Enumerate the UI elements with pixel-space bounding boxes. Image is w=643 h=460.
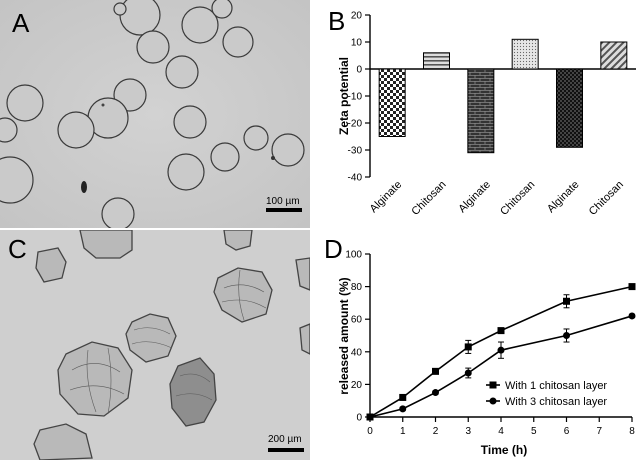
data-point xyxy=(563,332,570,339)
data-point xyxy=(399,393,407,401)
data-point xyxy=(432,389,439,397)
x-tick-label: Chitosan xyxy=(498,179,537,218)
y-tick-label: 20 xyxy=(351,11,363,22)
y-tick-label: 0 xyxy=(356,413,362,424)
x-tick-label: Alginate xyxy=(368,179,405,216)
bar xyxy=(600,41,628,70)
legend-marker xyxy=(489,397,497,405)
y-axis-label: Zeta potential xyxy=(337,57,351,135)
data-point xyxy=(464,343,472,351)
x-tick-label: 6 xyxy=(564,426,570,437)
scale-bar-label-c: 200 µm xyxy=(268,434,302,445)
bar xyxy=(467,68,495,154)
micrograph-c: C 200 µm xyxy=(0,230,310,460)
data-point xyxy=(497,346,505,354)
panel-label-d: D xyxy=(324,234,343,264)
data-point xyxy=(366,413,374,421)
y-axis-label: released amount (%) xyxy=(337,277,351,394)
panel-label-a: A xyxy=(12,8,30,38)
panel-label-b: B xyxy=(328,6,346,36)
x-tick-label: 8 xyxy=(629,426,635,437)
x-axis-label: Time (h) xyxy=(481,443,527,457)
legend-marker xyxy=(489,381,497,389)
bar xyxy=(511,38,539,70)
y-tick-label: -40 xyxy=(348,173,363,184)
x-tick-label: 7 xyxy=(596,426,602,437)
release-profile-chart: released amount (%) Time (h) 02040608010… xyxy=(337,250,636,457)
y-tick-label: -30 xyxy=(348,146,363,157)
x-tick-label: Chitosan xyxy=(409,179,448,218)
legend-label: With 3 chitosan layer xyxy=(505,396,607,408)
x-tick-label: 0 xyxy=(367,426,373,437)
y-tick-label: 20 xyxy=(351,380,363,391)
data-point xyxy=(628,283,636,291)
data-point xyxy=(464,369,472,377)
x-tick-label: Chitosan xyxy=(587,179,626,218)
bar xyxy=(556,68,583,148)
data-point xyxy=(497,327,505,335)
zeta-potential-chart: Zeta potential -40 -30 -20 -10 0 10 20 Alginate… xyxy=(337,11,636,218)
y-tick-label: 60 xyxy=(351,315,363,326)
x-tick-label: 4 xyxy=(498,426,504,437)
y-tick-label: 0 xyxy=(356,65,362,76)
y-tick-label: -10 xyxy=(348,92,363,103)
scale-bar-label-a: 100 µm xyxy=(266,196,300,207)
x-tick-label: Alginate xyxy=(456,179,493,216)
legend-label: With 1 chitosan layer xyxy=(505,380,607,392)
y-tick-label: -20 xyxy=(348,119,363,130)
y-tick-label: 40 xyxy=(351,347,363,358)
y-tick-label: 80 xyxy=(351,282,363,293)
x-tick-label: 5 xyxy=(531,426,537,437)
data-point xyxy=(432,367,439,375)
data-point xyxy=(628,312,636,320)
x-tick-label: Alginate xyxy=(545,179,582,216)
x-tick-label: 1 xyxy=(400,426,406,437)
micrograph-c-image xyxy=(0,230,310,460)
bar xyxy=(423,52,450,70)
y-tick-label: 100 xyxy=(345,250,362,261)
data-point xyxy=(563,297,570,305)
micrograph-a: A 100 µm xyxy=(0,0,310,228)
y-tick-label: 10 xyxy=(351,38,363,49)
panel-label-c: C xyxy=(8,234,27,264)
x-tick-label: 3 xyxy=(465,426,471,437)
bar xyxy=(378,68,406,137)
data-point xyxy=(399,405,407,413)
micrograph-a-image xyxy=(0,0,310,228)
x-tick-label: 2 xyxy=(433,426,439,437)
